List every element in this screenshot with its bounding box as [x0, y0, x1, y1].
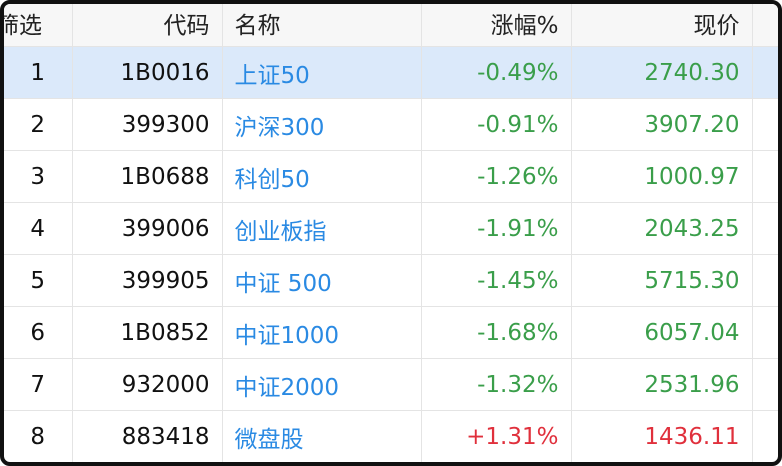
table-row[interactable]: 8 883418 微盘股 +1.31% 1436.11	[4, 410, 778, 462]
table-cell: 1B0016	[72, 46, 223, 99]
table-row[interactable]: 6 1B0852 中证1000 -1.68% 6057.04	[4, 306, 778, 359]
header-row: 筛选代码名称涨幅%现价	[4, 4, 778, 47]
table-cell: 5715.30	[571, 254, 753, 307]
column-header-spacer	[752, 4, 778, 47]
table-cell: 2	[4, 98, 73, 151]
table-cell: 399300	[72, 98, 223, 151]
table-cell: 2740.30	[571, 46, 753, 99]
table-cell: -0.49%	[421, 46, 572, 99]
table-cell: 微盘股	[222, 410, 422, 462]
table-cell: -1.91%	[421, 202, 572, 255]
table-cell: 2531.96	[571, 358, 753, 411]
table-cell: -1.68%	[421, 306, 572, 359]
table-cell: 科创50	[222, 150, 422, 203]
column-header[interactable]: 现价	[571, 4, 753, 47]
table-cell: 1436.11	[571, 410, 753, 462]
column-header[interactable]: 筛选	[4, 4, 73, 47]
table-cell-spacer	[752, 150, 778, 203]
table-cell: +1.31%	[421, 410, 572, 462]
table-cell: 5	[4, 254, 73, 307]
table-cell-spacer	[752, 98, 778, 151]
table-cell: 1	[4, 46, 73, 99]
table-cell: 中证1000	[222, 306, 422, 359]
quote-table: 筛选代码名称涨幅%现价 11B0016上证50-0.49%2740.302399…	[4, 4, 778, 462]
table-row[interactable]: 7 932000 中证2000 -1.32% 2531.96	[4, 358, 778, 411]
table-cell: 8	[4, 410, 73, 462]
table-cell: 1B0852	[72, 306, 223, 359]
table-cell-spacer	[752, 254, 778, 307]
table-cell: 932000	[72, 358, 223, 411]
table-cell-spacer	[752, 410, 778, 462]
table-cell: -1.32%	[421, 358, 572, 411]
table-cell-spacer	[752, 306, 778, 359]
column-header[interactable]: 涨幅%	[421, 4, 572, 47]
table-cell: 6057.04	[571, 306, 753, 359]
table-row[interactable]: 1 1B0016 上证50 -0.49% 2740.30	[4, 46, 778, 99]
table-cell: 3	[4, 150, 73, 203]
table-cell: 沪深300	[222, 98, 422, 151]
table-cell: -0.91%	[421, 98, 572, 151]
table-cell: 6	[4, 306, 73, 359]
table-cell: 1000.97	[571, 150, 753, 203]
table-cell: 上证50	[222, 46, 422, 99]
table-cell: 创业板指	[222, 202, 422, 255]
table-row[interactable]: 3 1B0688 科创50 -1.26% 1000.97	[4, 150, 778, 203]
table-row[interactable]: 2 399300 沪深300 -0.91% 3907.20	[4, 98, 778, 151]
table-cell-spacer	[752, 46, 778, 99]
table-cell: 3907.20	[571, 98, 753, 151]
table-cell: -1.45%	[421, 254, 572, 307]
table-cell: 2043.25	[571, 202, 753, 255]
table-cell: 4	[4, 202, 73, 255]
table-cell: 883418	[72, 410, 223, 462]
table-cell: 中证2000	[222, 358, 422, 411]
table-cell: 399006	[72, 202, 223, 255]
table-body: 1 1B0016 上证50 -0.49% 2740.30 2 399300 沪深300 -0.9…	[4, 46, 778, 462]
table-cell: -1.26%	[421, 150, 572, 203]
table-row[interactable]: 4 399006 创业板指 -1.91% 2043.25	[4, 202, 778, 255]
table-cell-spacer	[752, 358, 778, 411]
column-header[interactable]: 代码	[72, 4, 223, 47]
column-header[interactable]: 名称	[222, 4, 422, 47]
table-cell: 中证 500	[222, 254, 422, 307]
table-row[interactable]: 5 399905 中证 500 -1.45% 5715.30	[4, 254, 778, 307]
table-cell: 399905	[72, 254, 223, 307]
table-cell: 7	[4, 358, 73, 411]
table-cell: 1B0688	[72, 150, 223, 203]
table-cell-spacer	[752, 202, 778, 255]
